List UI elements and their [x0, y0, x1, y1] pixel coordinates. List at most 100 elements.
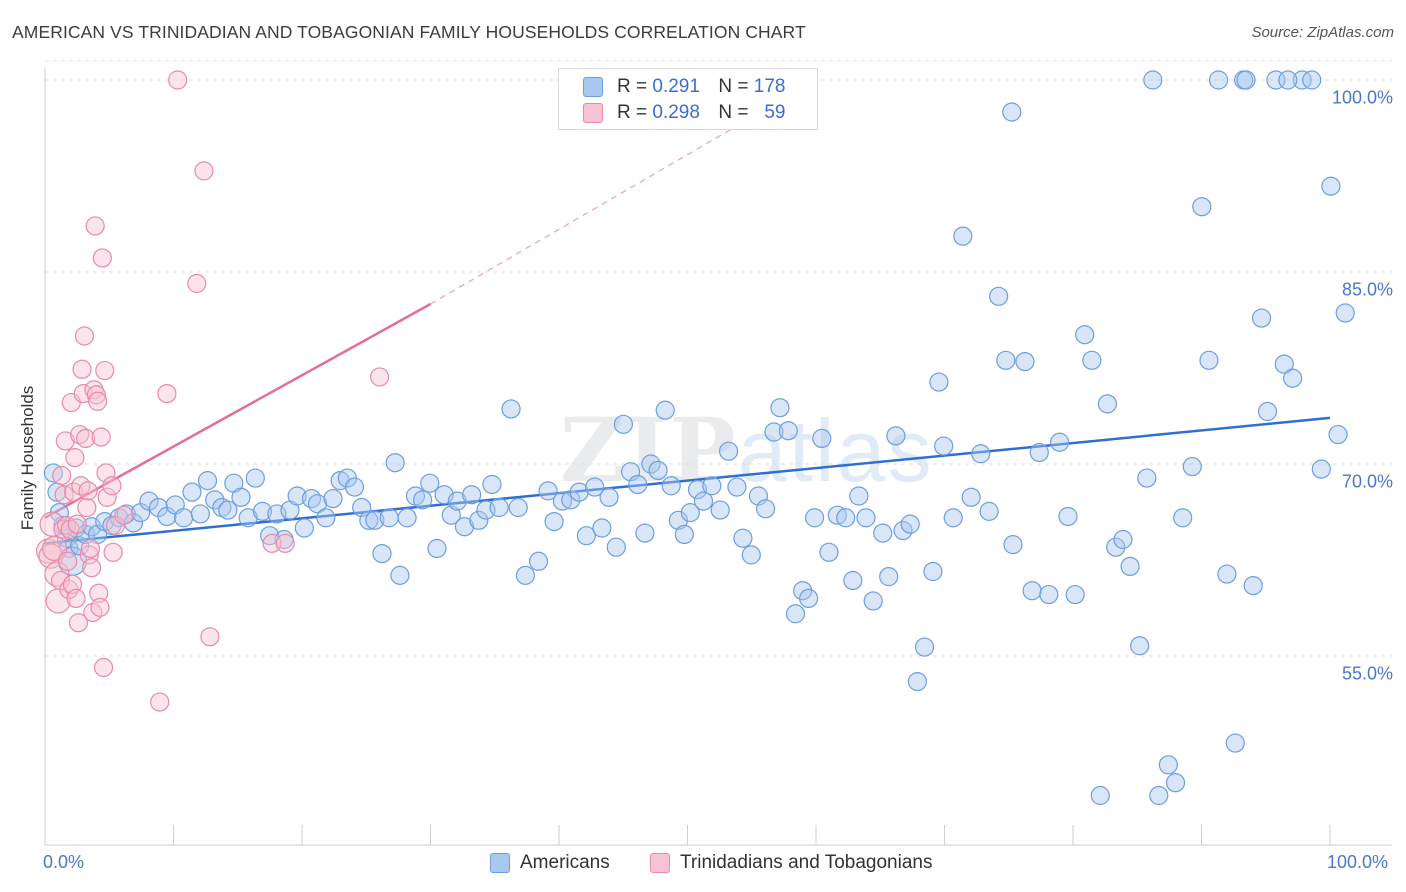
- americans-point: [576, 526, 596, 546]
- americans-point: [365, 510, 385, 530]
- americans-point: [680, 503, 700, 523]
- americans-point: [741, 545, 761, 565]
- americans-point: [544, 511, 564, 532]
- data-points: [35, 70, 1355, 806]
- americans-point: [501, 399, 521, 419]
- x-tick-label-max: 100.0%: [1327, 852, 1389, 872]
- americans-point: [893, 520, 913, 541]
- americans-point: [756, 499, 776, 519]
- y-tick-label: 85.0%: [1341, 279, 1393, 300]
- trinidadians-point: [76, 428, 96, 448]
- americans-point: [770, 398, 790, 418]
- americans-point: [174, 508, 194, 528]
- americans-point: [1065, 584, 1085, 605]
- americans-point: [482, 474, 502, 495]
- y-axis-label: Family Households: [18, 385, 37, 531]
- trinidadians-point: [194, 161, 214, 181]
- americans-point: [1143, 70, 1163, 90]
- legend-swatch-trinidadians: [650, 853, 670, 873]
- americans-point: [929, 372, 949, 392]
- americans-point: [1182, 456, 1202, 477]
- americans-point: [592, 518, 612, 538]
- r-value: 0.298: [652, 102, 700, 123]
- americans-point: [843, 570, 863, 591]
- y-tick-label: 70.0%: [1341, 471, 1393, 492]
- americans-point: [914, 637, 935, 657]
- trinidadians-point: [78, 481, 98, 501]
- trinidadians-point: [74, 326, 95, 346]
- americans-point: [989, 286, 1009, 306]
- trinidadians-point: [168, 70, 188, 90]
- n-label: N =: [718, 102, 749, 123]
- americans-point: [1106, 537, 1126, 557]
- americans-point: [139, 491, 159, 511]
- americans-point: [1015, 352, 1035, 372]
- trinidadians-point: [84, 380, 104, 400]
- americans-point: [218, 500, 238, 520]
- trinidadians-point: [102, 476, 122, 496]
- americans-point: [856, 508, 876, 528]
- trinidadians-point: [91, 427, 111, 447]
- americans-point: [413, 490, 433, 510]
- americans-point: [1165, 773, 1186, 793]
- americans-point: [971, 444, 991, 464]
- americans-point: [793, 581, 813, 601]
- americans-point: [1199, 350, 1219, 370]
- americans-point: [1137, 468, 1157, 488]
- americans-point: [294, 518, 314, 538]
- trinidadians-point: [87, 391, 108, 411]
- americans-point: [1311, 459, 1331, 479]
- americans-point: [1158, 755, 1178, 775]
- americans-point: [1120, 556, 1140, 577]
- americans-point: [996, 350, 1016, 370]
- americans-point: [900, 514, 920, 534]
- americans-point: [447, 491, 467, 511]
- americans-point: [799, 588, 819, 609]
- americans-point: [886, 426, 906, 446]
- americans-point: [961, 487, 981, 507]
- americans-point: [1058, 506, 1078, 527]
- americans-point: [359, 510, 379, 530]
- americans-point: [372, 543, 392, 564]
- americans-point: [702, 476, 722, 496]
- americans-point: [569, 482, 589, 502]
- americans-point: [1192, 197, 1212, 217]
- americans-point: [441, 505, 461, 525]
- legend-row-americans: R = 0.291 N = 178: [583, 75, 785, 99]
- americans-point: [778, 421, 798, 441]
- americans-point: [661, 476, 681, 496]
- trinidadians-point: [65, 448, 85, 468]
- americans-point: [197, 471, 218, 491]
- americans-point: [379, 508, 399, 528]
- trinidadians-point: [58, 551, 78, 571]
- y-tick-label: 100.0%: [1331, 87, 1393, 108]
- trinidadians-point: [80, 538, 101, 559]
- americans-point: [1257, 401, 1278, 422]
- americans-point: [427, 538, 447, 559]
- americans-point: [1321, 176, 1341, 196]
- americans-point: [849, 486, 869, 506]
- americans-point: [687, 480, 708, 500]
- americans-point: [1251, 308, 1272, 328]
- trinidadians-point: [66, 588, 86, 609]
- americans-point: [420, 473, 440, 493]
- americans-point: [613, 414, 634, 434]
- trinidadians-point: [77, 497, 97, 518]
- trinidadians-point: [150, 692, 170, 712]
- americans-point: [710, 500, 730, 520]
- americans-point: [231, 487, 251, 507]
- americans-point: [934, 436, 954, 456]
- americans-point: [819, 542, 839, 562]
- chart-title: AMERICAN VS TRINIDADIAN AND TOBAGONIAN F…: [12, 22, 806, 42]
- americans-point: [515, 565, 536, 585]
- americans-point: [330, 471, 350, 491]
- americans-point: [260, 526, 280, 546]
- americans-point: [979, 501, 999, 521]
- trinidadians-point: [41, 535, 68, 562]
- americans-point: [307, 494, 328, 514]
- americans-point: [764, 422, 784, 442]
- americans-point: [1335, 303, 1355, 323]
- americans-point: [1283, 368, 1303, 388]
- americans-point: [528, 551, 549, 571]
- americans-point: [873, 523, 893, 543]
